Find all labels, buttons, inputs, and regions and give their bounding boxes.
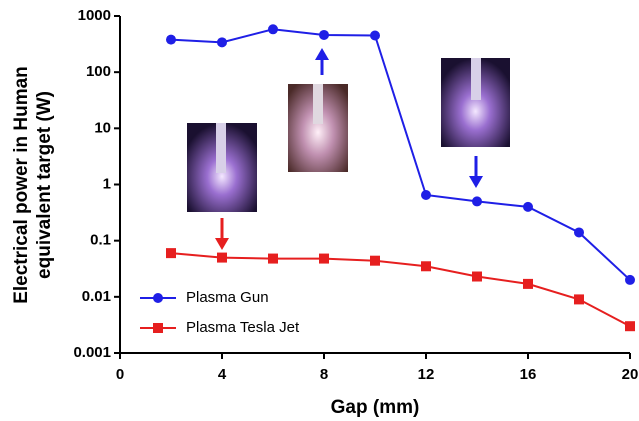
marker [370,30,380,41]
marker [421,261,431,272]
arrow-head [215,238,229,250]
marker [523,278,533,289]
x-tick-label: 0 [116,366,124,383]
series-line [170,252,631,328]
inset-photo-nozzle [471,58,481,100]
marker [472,271,482,282]
marker [268,253,278,264]
legend-label: Plasma Tesla Jet [186,319,300,336]
marker [268,24,278,35]
x-tick-label: 12 [418,366,435,383]
marker [166,248,176,259]
marker [625,274,635,285]
marker [574,294,584,305]
y-tick-label: 100 [86,63,111,80]
marker [217,37,227,48]
y-axis-label: equivalent target (W) [34,91,55,279]
marker [472,196,482,207]
y-tick-label: 1000 [78,7,111,24]
marker [153,293,163,303]
inset-photo-nozzle [216,123,226,173]
series-line [170,28,631,281]
arrow-head [469,176,483,188]
y-tick-label: 0.001 [73,344,111,361]
y-tick-label: 0.01 [82,288,111,305]
inset-photos [187,58,510,212]
x-axis-label: Gap (mm) [331,397,420,418]
y-tick-label: 0.1 [90,232,111,249]
marker [574,227,584,238]
marker [319,29,329,40]
y-axis-label: Electrical power in Human [11,66,32,304]
arrow-head [315,48,329,60]
x-tick-label: 8 [320,366,328,383]
marker [625,321,635,332]
x-tick-label: 4 [218,366,227,383]
marker [523,201,533,212]
marker [217,252,227,263]
marker [166,34,176,45]
legend-label: Plasma Gun [186,289,269,306]
marker [153,323,163,333]
marker [319,253,329,264]
y-tick-label: 1 [103,175,111,192]
y-tick-label: 10 [94,119,111,136]
x-tick-label: 20 [622,366,639,383]
arrows [215,48,483,250]
inset-photo-nozzle [313,84,323,124]
x-tick-label: 16 [520,366,537,383]
marker [421,190,431,201]
marker [370,255,380,266]
